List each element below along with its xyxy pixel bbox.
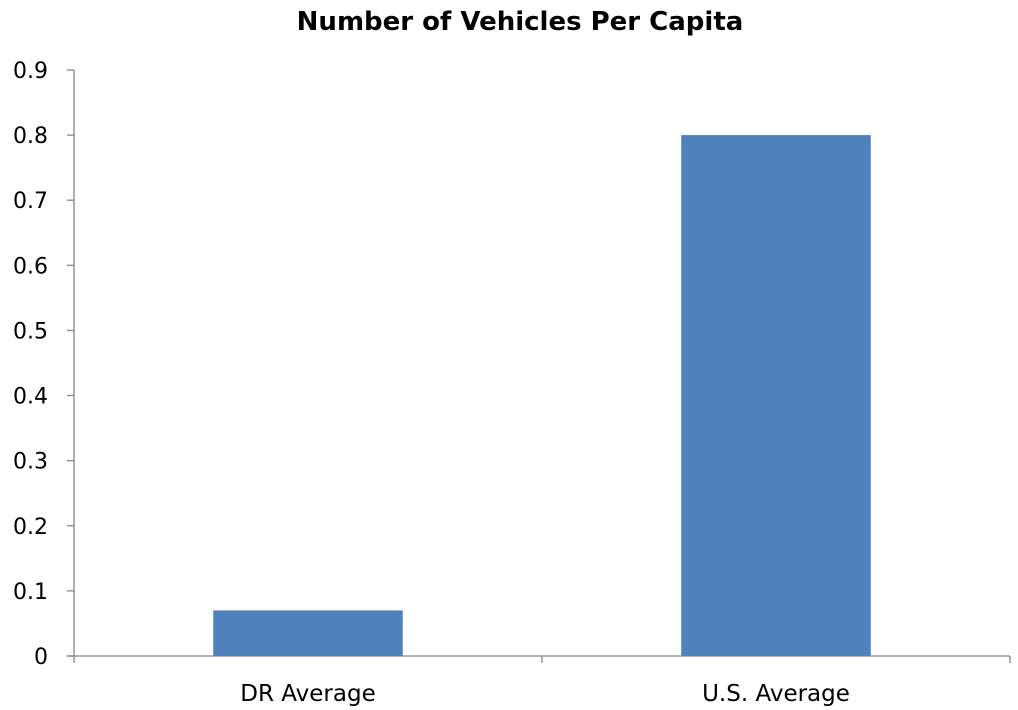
y-tick-label: 0.5 <box>13 319 48 344</box>
bar-series <box>213 135 871 657</box>
y-tick-label: 0.7 <box>13 189 48 214</box>
x-axis: DR Average U.S. Average <box>67 655 1011 707</box>
y-tick-label: 0.4 <box>13 385 48 410</box>
bar <box>681 135 871 657</box>
y-tick-label: 0.8 <box>13 124 48 149</box>
y-tick-label: 0.1 <box>13 580 48 605</box>
y-tick-label: 0 <box>34 645 48 670</box>
bar <box>213 610 403 656</box>
y-tick-label: 0.2 <box>13 515 48 540</box>
y-tick-label: 0.3 <box>13 450 48 475</box>
chart-title: Number of Vehicles Per Capita <box>297 7 744 37</box>
x-category-label: DR Average <box>240 681 375 707</box>
y-tick-label: 0.6 <box>13 254 48 279</box>
y-axis: 0 0.1 0.2 0.3 0.4 0.5 0.6 0.7 0.8 0.9 <box>13 59 75 670</box>
y-tick-label: 0.9 <box>13 59 48 84</box>
x-category-label: U.S. Average <box>702 681 850 707</box>
